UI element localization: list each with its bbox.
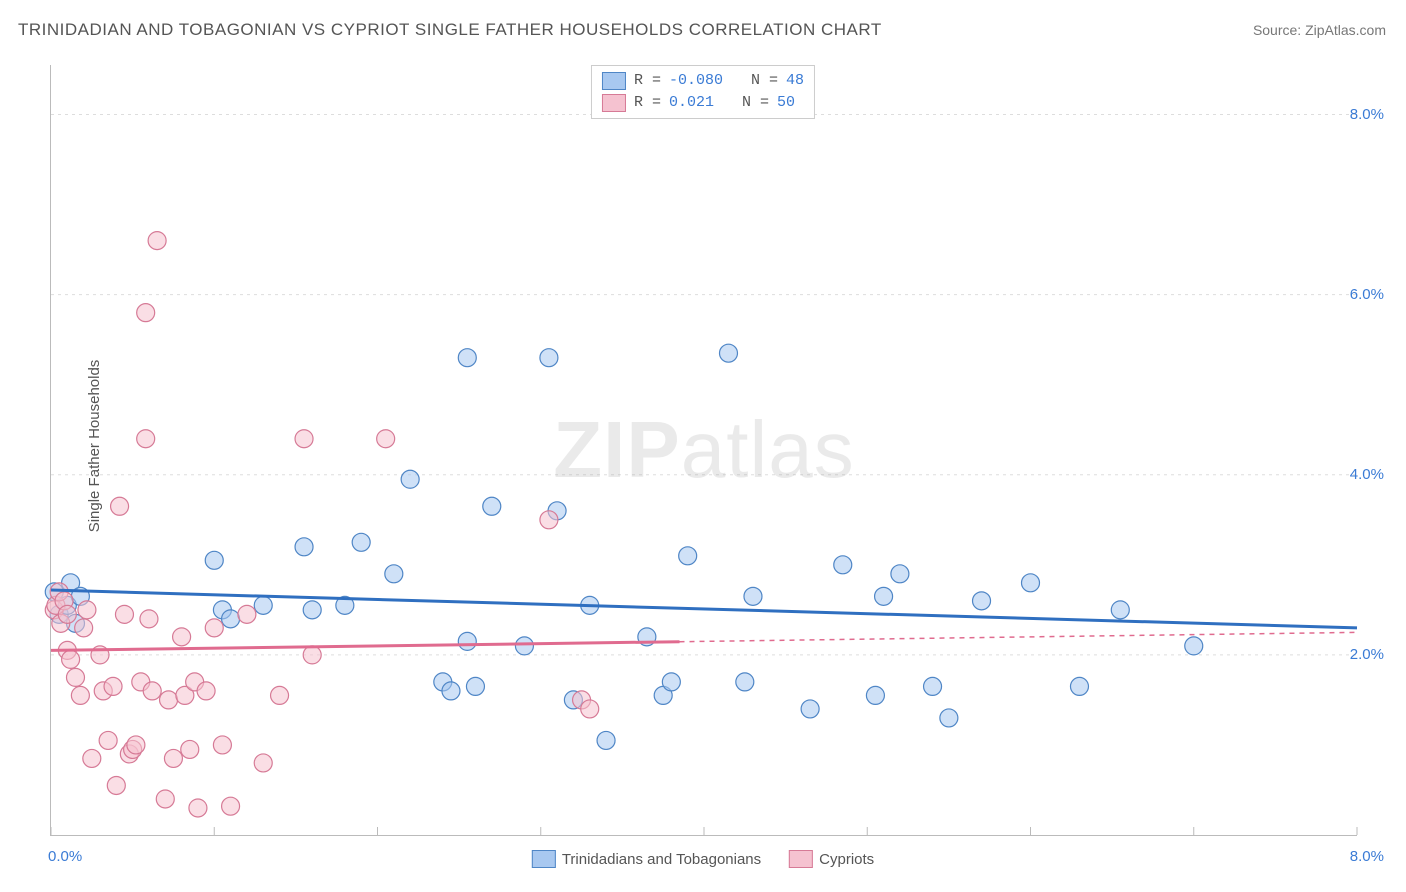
trend-line-solid — [51, 590, 1357, 628]
legend-swatch-pink — [602, 94, 626, 112]
chart-source: Source: ZipAtlas.com — [1253, 22, 1386, 38]
chart-title: TRINIDADIAN AND TOBAGONIAN VS CYPRIOT SI… — [18, 20, 882, 40]
legend-label-pink: Cypriots — [819, 851, 874, 868]
value-r-pink: 0.021 — [669, 92, 714, 114]
legend-item-blue: Trinidadians and Tobagonians — [532, 850, 761, 868]
legend-item-pink: Cypriots — [789, 850, 874, 868]
chart-container: TRINIDADIAN AND TOBAGONIAN VS CYPRIOT SI… — [0, 0, 1406, 892]
legend-stats-row-pink: R = 0.021 N = 50 — [602, 92, 804, 114]
plot-area: ZIPatlas — [50, 65, 1357, 836]
label-r: R = — [634, 70, 661, 92]
y-tick-3: 8.0% — [1350, 106, 1384, 123]
label-n: N = — [751, 70, 778, 92]
label-n: N = — [742, 92, 769, 114]
legend-stats-row-blue: R = -0.080 N = 48 — [602, 70, 804, 92]
y-tick-1: 4.0% — [1350, 466, 1384, 483]
trend-line-dashed — [680, 632, 1357, 641]
legend-label-blue: Trinidadians and Tobagonians — [562, 851, 761, 868]
trend-line-solid — [51, 642, 680, 651]
legend-series: Trinidadians and Tobagonians Cypriots — [532, 850, 874, 868]
label-r: R = — [634, 92, 661, 114]
value-n-blue: 48 — [786, 70, 804, 92]
legend-swatch-blue — [602, 72, 626, 90]
value-n-pink: 50 — [777, 92, 795, 114]
x-tick-1: 8.0% — [1350, 848, 1384, 865]
legend-swatch-pink — [789, 850, 813, 868]
value-r-blue: -0.080 — [669, 70, 723, 92]
y-tick-0: 2.0% — [1350, 646, 1384, 663]
y-tick-2: 6.0% — [1350, 286, 1384, 303]
legend-stats: R = -0.080 N = 48 R = 0.021 N = 50 — [591, 65, 815, 119]
trend-lines-layer — [51, 65, 1357, 835]
legend-swatch-blue — [532, 850, 556, 868]
x-tick-0: 0.0% — [48, 848, 82, 865]
